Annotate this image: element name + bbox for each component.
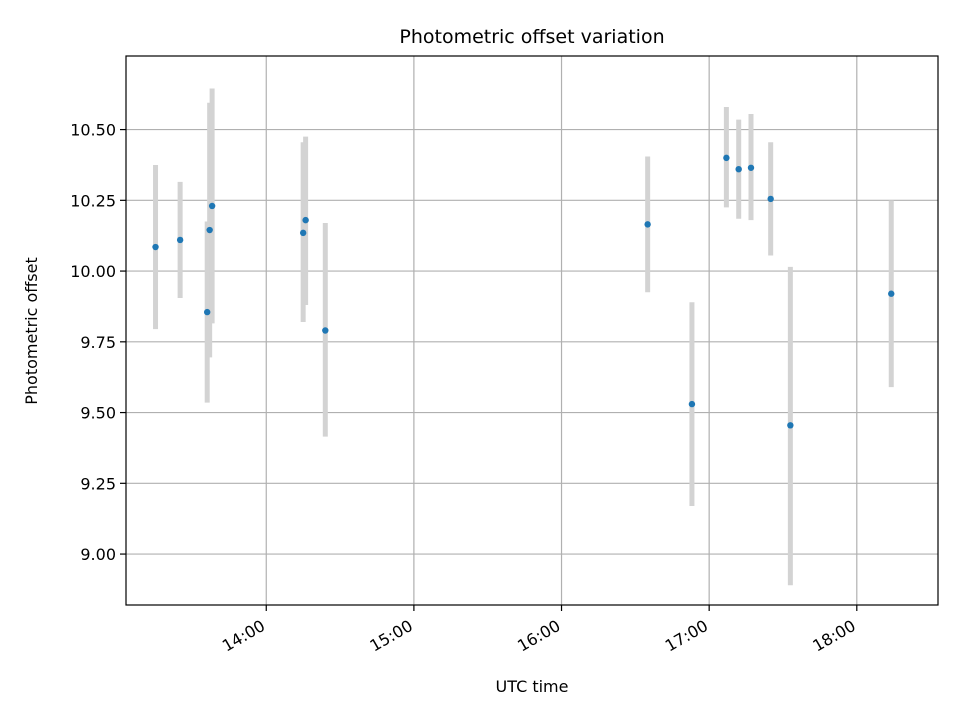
x-axis-label: UTC time <box>496 677 569 696</box>
y-axis-label: Photometric offset <box>22 257 41 405</box>
y-tick-label: 9.50 <box>80 404 116 423</box>
data-point <box>206 226 213 234</box>
data-point <box>735 165 742 173</box>
y-tick-label: 10.25 <box>70 191 116 210</box>
data-point <box>208 202 216 210</box>
y-tick-label: 10.50 <box>70 121 116 140</box>
y-tick-label: 9.25 <box>80 474 116 493</box>
y-tick-label: 10.00 <box>70 262 116 281</box>
data-point <box>299 229 307 237</box>
data-point <box>767 195 774 203</box>
data-point <box>176 236 184 244</box>
y-tick-label: 9.00 <box>80 545 116 564</box>
data-point <box>644 221 651 228</box>
data-point <box>322 327 329 334</box>
plot-frame <box>125 55 939 606</box>
data-point <box>302 216 309 224</box>
chart-title: Photometric offset variation <box>399 26 664 48</box>
data-point <box>152 243 159 251</box>
y-axis-ticks: 9.00 9.25 9.50 9.75 10.00 10.25 10.50 <box>70 121 126 564</box>
data-point <box>688 400 696 408</box>
data-point <box>204 308 211 316</box>
data-point <box>888 290 895 297</box>
data-points <box>152 154 895 429</box>
data-point <box>747 164 755 171</box>
y-tick-label: 9.75 <box>80 333 116 352</box>
grid <box>126 56 938 605</box>
data-point <box>723 154 730 162</box>
data-point <box>787 422 794 429</box>
